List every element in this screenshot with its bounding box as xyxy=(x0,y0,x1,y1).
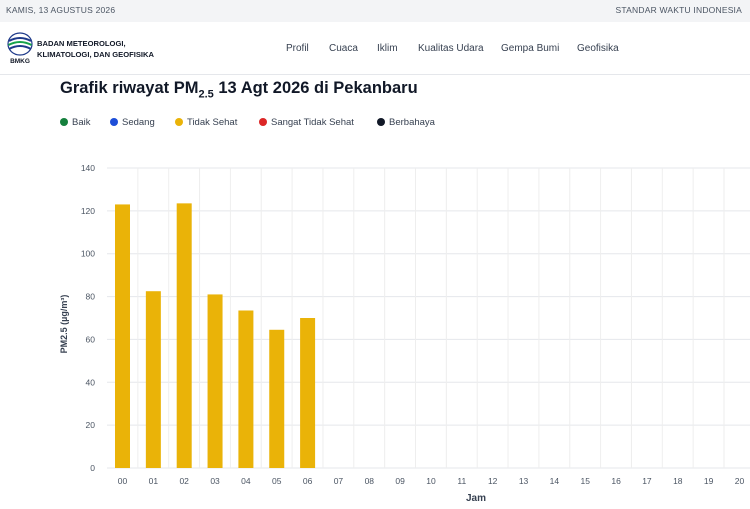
legend-dot-icon xyxy=(175,118,183,126)
legend-label: Berbahaya xyxy=(389,117,435,128)
x-tick-label: 19 xyxy=(704,476,714,486)
current-date: KAMIS, 13 AGUSTUS 2026 xyxy=(6,5,116,15)
brand-line-2: KLIMATOLOGI, DAN GEOFISIKA xyxy=(37,50,154,59)
bmkg-logo[interactable]: BMKG xyxy=(7,32,33,66)
x-tick-label: 16 xyxy=(611,476,621,486)
x-tick-label: 01 xyxy=(149,476,159,486)
page-title: Grafik riwayat PM2.5 13 Agt 2026 di Peka… xyxy=(60,79,418,100)
legend-item-sedang[interactable]: Sedang xyxy=(110,117,155,128)
x-tick-label: 08 xyxy=(365,476,375,486)
title-prefix: Grafik riwayat PM xyxy=(60,79,199,97)
legend-label: Sangat Tidak Sehat xyxy=(271,117,354,128)
x-tick-label: 20 xyxy=(735,476,745,486)
legend-label: Tidak Sehat xyxy=(187,117,238,128)
x-axis-label: Jam xyxy=(466,493,486,504)
nav-item-kualitas-udara[interactable]: Kualitas Udara xyxy=(418,43,484,54)
legend-label: Sedang xyxy=(122,117,155,128)
legend-item-berbahaya[interactable]: Berbahaya xyxy=(377,117,435,128)
x-tick-label: 11 xyxy=(457,476,466,486)
timezone-label: STANDAR WAKTU INDONESIA xyxy=(615,5,742,15)
bar-02[interactable] xyxy=(176,203,192,468)
x-tick-label: 18 xyxy=(673,476,683,486)
y-tick-label: 40 xyxy=(86,377,96,387)
x-tick-label: 17 xyxy=(642,476,652,486)
legend-item-baik[interactable]: Baik xyxy=(60,117,90,128)
x-tick-label: 02 xyxy=(179,476,189,486)
x-tick-label: 12 xyxy=(488,476,498,486)
y-axis-label: PM2.5 (µg/m³) xyxy=(59,295,69,354)
y-tick-label: 100 xyxy=(81,249,95,259)
x-tick-label: 00 xyxy=(118,476,128,486)
y-tick-label: 80 xyxy=(86,292,96,302)
legend-dot-icon xyxy=(259,118,267,126)
nav-item-cuaca[interactable]: Cuaca xyxy=(329,43,358,54)
y-tick-label: 120 xyxy=(81,206,95,216)
logo-text: BMKG xyxy=(10,58,30,65)
x-tick-label: 10 xyxy=(426,476,436,486)
site-header: BMKG BADAN METEOROLOGI, KLIMATOLOGI, DAN… xyxy=(0,22,750,75)
nav-item-geofisika[interactable]: Geofisika xyxy=(577,43,619,54)
bar-05[interactable] xyxy=(269,329,285,468)
y-tick-label: 20 xyxy=(86,420,96,430)
legend-dot-icon xyxy=(110,118,118,126)
legend-dot-icon xyxy=(377,118,385,126)
y-tick-label: 60 xyxy=(86,334,96,344)
bar-03[interactable] xyxy=(207,294,223,468)
legend-dot-icon xyxy=(60,118,68,126)
nav-item-profil[interactable]: Profil xyxy=(286,43,309,54)
x-tick-label: 09 xyxy=(395,476,405,486)
x-tick-label: 07 xyxy=(334,476,344,486)
x-tick-label: 14 xyxy=(550,476,560,486)
y-axis-ticks: 0 20 40 60 80 100 120 140 xyxy=(81,163,95,473)
nav-item-gempa-bumi[interactable]: Gempa Bumi xyxy=(501,43,560,54)
chart-bars xyxy=(115,203,316,469)
x-tick-label: 15 xyxy=(581,476,591,486)
x-tick-label: 06 xyxy=(303,476,313,486)
legend-label: Baik xyxy=(72,117,91,128)
x-tick-label: 04 xyxy=(241,476,251,486)
bar-06[interactable] xyxy=(300,318,316,468)
brand-name: BADAN METEOROLOGI, KLIMATOLOGI, DAN GEOF… xyxy=(37,38,167,60)
y-tick-label: 140 xyxy=(81,163,95,173)
y-tick-label: 0 xyxy=(90,463,95,473)
title-subscript: 2.5 xyxy=(198,88,214,101)
brand-line-1: BADAN METEOROLOGI, xyxy=(37,39,126,48)
legend-item-tidak-sehat[interactable]: Tidak Sehat xyxy=(175,117,237,128)
x-axis-ticks: 00 01 02 03 04 05 06 07 08 09 10 11 12 13 14 15 16 17 18 19… xyxy=(118,476,745,486)
nav-item-iklim[interactable]: Iklim xyxy=(377,43,398,54)
bar-01[interactable] xyxy=(145,291,161,468)
title-suffix: 13 Agt 2026 di Pekanbaru xyxy=(213,79,418,97)
top-info-bar: KAMIS, 13 AGUSTUS 2026 STANDAR WAKTU IND… xyxy=(0,0,750,22)
chart-grid xyxy=(107,167,750,469)
legend-item-sangat-tidak-sehat[interactable]: Sangat Tidak Sehat xyxy=(259,117,354,128)
x-tick-label: 05 xyxy=(272,476,282,486)
x-tick-label: 03 xyxy=(210,476,220,486)
bar-04[interactable] xyxy=(238,310,254,469)
x-tick-label: 13 xyxy=(519,476,529,486)
bar-00[interactable] xyxy=(115,204,130,468)
